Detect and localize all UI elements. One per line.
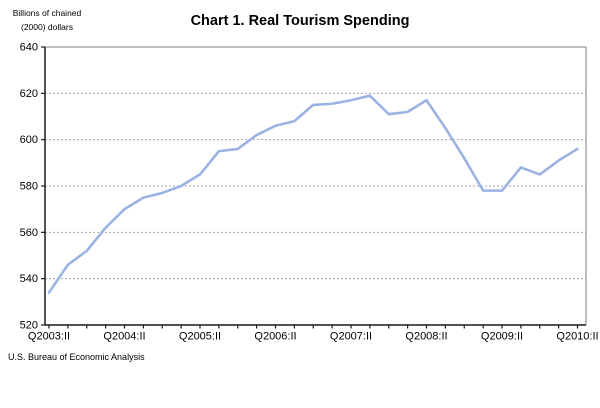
source-note: U.S. Bureau of Economic Analysis	[8, 352, 145, 362]
y-axis-unit-label: Billions of chained (2000) dollars	[8, 7, 86, 34]
y-tick-label: 620	[20, 88, 38, 100]
x-tick-label: Q2010:II	[556, 331, 598, 343]
spending-line	[47, 94, 579, 294]
y-tick-label: 640	[20, 42, 38, 54]
y-axis-unit-line1: Billions of chained	[12, 8, 82, 18]
y-tick-label: 600	[20, 134, 38, 146]
x-tick-label: Q2006:II	[254, 331, 296, 343]
y-tick-label: 560	[20, 227, 38, 239]
x-tick-label: Q2008:II	[405, 331, 447, 343]
chart-title: Chart 1. Real Tourism Spending	[190, 13, 410, 29]
x-tick-label: Q2009:II	[481, 331, 523, 343]
x-tick-label: Q2003:II	[28, 331, 70, 343]
x-tick-label: Q2005:II	[179, 331, 221, 343]
y-tick-label: 540	[20, 273, 38, 285]
y-tick-label: 520	[20, 320, 38, 332]
y-axis-unit-line2: (2000) dollars	[21, 21, 73, 32]
x-tick-label: Q2007:II	[330, 331, 372, 343]
x-tick-label: Q2004:II	[103, 331, 145, 343]
y-tick-label: 580	[20, 181, 38, 193]
